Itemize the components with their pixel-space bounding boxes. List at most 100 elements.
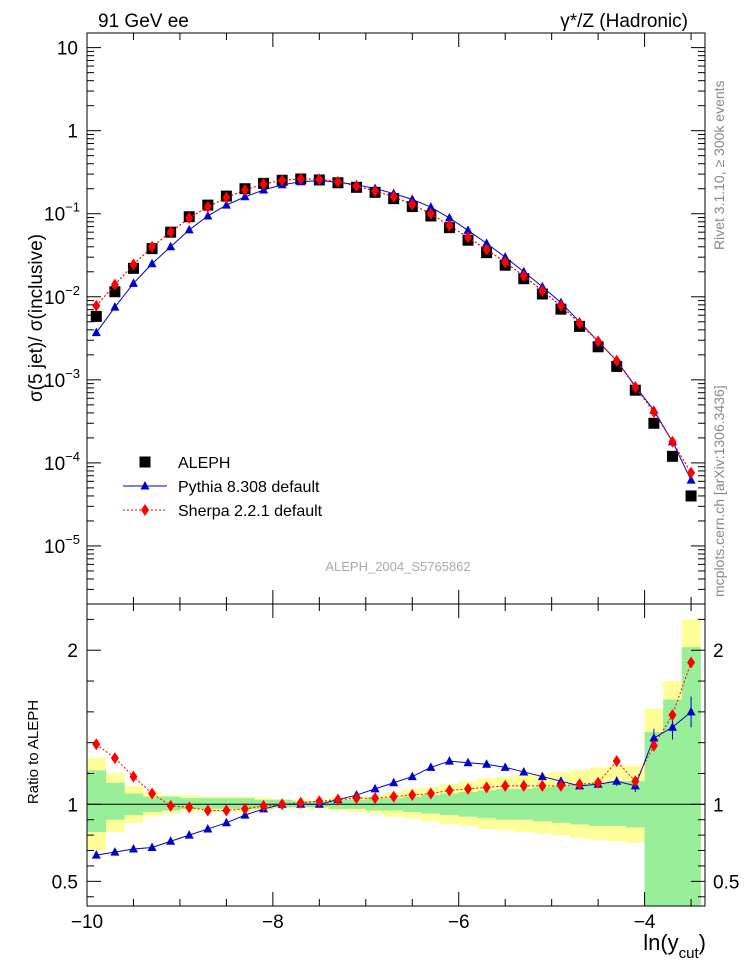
- sherpa-2-2-1-default-ratio-point: [185, 801, 194, 814]
- aleph-point: [648, 417, 660, 429]
- pythia-8-308-default-ratio-point: [407, 771, 417, 781]
- pythia-8-308-default-ratio-point: [389, 777, 399, 787]
- uncertainty-band-inner: [217, 798, 237, 809]
- pythia-8-308-default-ratio-point: [370, 783, 380, 793]
- main-panel: 10 1 10−1 10−2 10−3 10−4 10−5 σ(5 jet)/ σ(incl…: [26, 32, 706, 605]
- pythia-8-308-default-point: [240, 191, 250, 201]
- legend-entry-pythia-8-308-default: Pythia 8.308 default: [123, 479, 320, 496]
- ratio-y-tick-label: 2: [67, 641, 78, 662]
- pythia-8-308-default-point: [110, 302, 120, 311]
- sherpa-2-2-1-default-point: [464, 231, 473, 244]
- sherpa-2-2-1-default-point: [538, 284, 547, 297]
- legend-entry-aleph: ALEPH: [139, 455, 230, 472]
- aleph-point: [666, 450, 678, 462]
- pythia-8-308-default-point: [184, 224, 194, 234]
- pythia-8-308-default-ratio-point: [482, 759, 492, 768]
- legend-marker: [140, 481, 150, 490]
- sherpa-2-2-1-default-point: [445, 219, 454, 232]
- sherpa-2-2-1-default-ratio-point: [315, 795, 324, 808]
- y-tick-label: 10−4: [44, 449, 80, 475]
- ratio-y-tick-label-right: 2: [713, 641, 724, 662]
- legend-label: ALEPH: [178, 455, 230, 472]
- sherpa-2-2-1-default-ratio-series: [92, 656, 696, 817]
- y-tick-label: 10−2: [44, 283, 80, 309]
- sherpa-2-2-1-default-ratio-point: [482, 781, 491, 794]
- main-y-axis-label: σ(5 jet)/ σ(inclusive): [26, 234, 47, 402]
- mcplots-label: mcplots.cern.ch [arXiv:1306.3436]: [711, 385, 727, 597]
- pythia-8-308-default-point: [128, 278, 138, 287]
- pythia-8-308-default-ratio-point: [184, 830, 194, 839]
- pythia-8-308-default-ratio-point: [444, 756, 454, 765]
- legend-label: Sherpa 2.2.1 default: [178, 503, 323, 520]
- pythia-8-308-default-point: [444, 212, 454, 222]
- sherpa-2-2-1-default-ratio-point: [333, 793, 342, 806]
- ratio-y-tick-label-right: 0.5: [713, 872, 739, 893]
- pythia-8-308-default-ratio-point: [686, 706, 696, 716]
- sherpa-2-2-1-default-point: [501, 256, 510, 269]
- y-tick-label: 10−3: [44, 366, 80, 392]
- y-tick-label: 10−1: [44, 200, 80, 226]
- y-tick-label: 10−5: [44, 532, 80, 558]
- sherpa-2-2-1-default-point: [333, 175, 342, 188]
- sherpa-2-2-1-default-point: [575, 317, 584, 330]
- pythia-8-308-default-ratio-point: [519, 766, 529, 776]
- header-right-label: γ*/Z (Hadronic): [560, 11, 688, 32]
- pythia-8-308-default-point: [221, 200, 231, 209]
- sherpa-2-2-1-default-point: [110, 278, 119, 291]
- sherpa-2-2-1-default-ratio-point: [148, 787, 157, 800]
- sherpa-2-2-1-default-ratio-point: [519, 779, 528, 792]
- uncertainty-band-inner: [87, 770, 107, 833]
- pythia-8-308-default-point: [147, 258, 157, 268]
- ratio-y-axis-label: Ratio to ALEPH: [25, 700, 42, 804]
- pythia-8-308-default-ratio-point: [203, 823, 213, 833]
- sherpa-2-2-1-default-ratio-point: [408, 789, 417, 802]
- sherpa-2-2-1-default-point: [687, 466, 696, 479]
- uncertainty-band-inner: [607, 781, 627, 826]
- pythia-8-308-default-point: [203, 210, 213, 220]
- sherpa-2-2-1-default-point: [594, 335, 603, 348]
- sherpa-2-2-1-default-point: [389, 190, 398, 203]
- pythia-8-308-default-point: [482, 238, 492, 247]
- sherpa-2-2-1-default-series: [92, 172, 696, 479]
- sherpa-2-2-1-default-point: [315, 173, 324, 186]
- pythia-8-308-default-ratio-point: [463, 757, 473, 767]
- sherpa-2-2-1-default-ratio-point: [556, 779, 565, 792]
- sherpa-2-2-1-default-point: [519, 269, 528, 282]
- aleph-point: [109, 286, 121, 298]
- legend-marker: [141, 504, 149, 516]
- sherpa-2-2-1-default-point: [556, 299, 565, 312]
- y-tick-label: 10: [57, 39, 78, 60]
- legend-label: Pythia 8.308 default: [178, 479, 320, 496]
- sherpa-2-2-1-default-point: [612, 354, 621, 367]
- sherpa-2-2-1-default-ratio-point: [240, 802, 249, 815]
- pythia-8-308-default-series: [91, 175, 696, 484]
- x-tick-label: −10: [71, 912, 103, 933]
- pythia-8-308-default-point: [166, 241, 176, 251]
- sherpa-2-2-1-default-point: [668, 435, 677, 448]
- pythia-8-308-default-ratio-point: [147, 842, 157, 851]
- sherpa-2-2-1-default-ratio-point: [278, 798, 287, 811]
- ratio-y-tick-label-right: 1: [713, 795, 724, 816]
- sherpa-2-2-1-default-ratio-point: [426, 787, 435, 800]
- sherpa-2-2-1-default-point: [371, 184, 380, 197]
- sherpa-2-2-1-default-point: [352, 180, 361, 193]
- sherpa-2-2-1-default-point: [148, 240, 157, 253]
- sherpa-2-2-1-default-ratio-point: [631, 775, 640, 788]
- rivet-version-label: Rivet 3.1.10, ≥ 300k events: [711, 80, 727, 250]
- header-left-label: 91 GeV ee: [98, 11, 189, 32]
- uncertainty-band-inner: [644, 731, 664, 906]
- sherpa-2-2-1-default-ratio-point: [166, 799, 175, 812]
- uncertainty-band-inner: [105, 782, 125, 820]
- sherpa-2-2-1-default-point: [203, 200, 212, 213]
- pythia-8-308-default-ratio-point: [612, 776, 622, 785]
- sherpa-2-2-1-default-ratio-point: [259, 799, 268, 812]
- pythia-8-308-default-point: [91, 327, 101, 337]
- sherpa-2-2-1-default-ratio-point: [129, 770, 138, 783]
- sherpa-2-2-1-default-point: [129, 258, 138, 271]
- sherpa-2-2-1-default-point: [408, 198, 417, 211]
- sherpa-2-2-1-default-ratio-point: [203, 804, 212, 817]
- pythia-8-308-default-ratio-series: [91, 696, 696, 859]
- analysis-watermark: ALEPH_2004_S5765862: [325, 559, 470, 574]
- sherpa-2-2-1-default-point: [166, 226, 175, 239]
- sherpa-2-2-1-default-ratio-point: [222, 804, 231, 817]
